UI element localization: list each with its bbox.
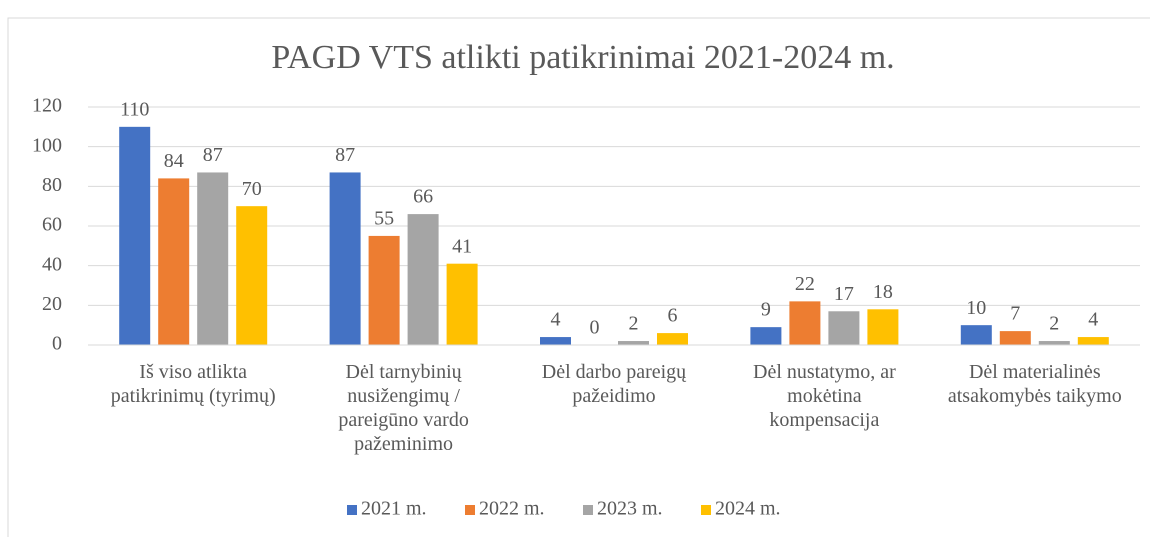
data-label: 0: [590, 317, 600, 339]
legend-swatch: [347, 505, 357, 515]
bar: [407, 214, 439, 345]
legend-swatch: [583, 505, 593, 515]
data-label: 18: [873, 281, 893, 303]
legend-label: 2022 m.: [479, 498, 545, 520]
data-label: 7: [1010, 303, 1020, 325]
chart-title: PAGD VTS atlikti patikrinimai 2021-2024 …: [271, 39, 894, 76]
legend-swatch: [701, 505, 711, 515]
data-label: 2: [629, 313, 639, 335]
x-tick-label: Dėl tarnybinių nusižengimų / pareigūno v…: [338, 361, 469, 455]
bar: [446, 263, 478, 345]
x-tick-label: Iš viso atlikta patikrinimų (tyrimų): [110, 361, 276, 407]
bar: [197, 172, 229, 345]
x-tick-label: Dėl nustatymo, ar mokėtina kompensacija: [753, 361, 896, 431]
bar: [828, 311, 860, 345]
y-tick-label: 80: [42, 174, 62, 196]
data-label: 110: [120, 98, 149, 120]
data-label: 41: [452, 235, 472, 257]
bar: [618, 341, 649, 345]
bar: [158, 178, 190, 345]
data-label: 87: [335, 144, 355, 166]
legend-label: 2021 m.: [361, 498, 427, 520]
data-label: 9: [761, 299, 771, 321]
y-tick-label: 100: [32, 134, 62, 156]
bar: [1077, 337, 1109, 345]
y-tick-label: 60: [42, 214, 62, 236]
data-label: 55: [374, 208, 394, 230]
bar: [750, 327, 782, 345]
data-label: 2: [1049, 313, 1059, 335]
legend-label: 2024 m.: [715, 498, 781, 520]
data-label: 4: [551, 309, 561, 331]
x-tick-label: Dėl darbo pareigų pažeidimo: [541, 361, 687, 407]
data-label: 10: [966, 297, 986, 319]
y-tick-label: 0: [52, 333, 62, 355]
data-label: 87: [203, 144, 223, 166]
bar: [867, 309, 899, 345]
data-label: 22: [795, 273, 815, 295]
bar: [1038, 341, 1070, 345]
bar: [657, 333, 688, 345]
legend-label: 2023 m.: [597, 498, 663, 520]
data-label: 70: [242, 178, 262, 200]
y-tick-label: 20: [42, 293, 62, 315]
data-label: 6: [668, 305, 678, 327]
bar: [236, 206, 268, 345]
data-label: 4: [1088, 309, 1098, 331]
bar: [368, 235, 400, 345]
bar: [540, 337, 571, 345]
bar: [999, 331, 1031, 345]
data-label: 84: [164, 150, 184, 172]
y-tick-label: 120: [32, 95, 62, 117]
data-label: 66: [413, 186, 433, 208]
bar: [789, 301, 821, 345]
data-label: 17: [834, 283, 854, 305]
legend-swatch: [465, 505, 475, 515]
y-tick-label: 40: [42, 253, 62, 275]
bar: [329, 172, 361, 345]
bar: [119, 126, 151, 345]
x-tick-label: Dėl materialinės atsakomybės taikymo: [947, 361, 1122, 407]
bar: [960, 325, 992, 345]
